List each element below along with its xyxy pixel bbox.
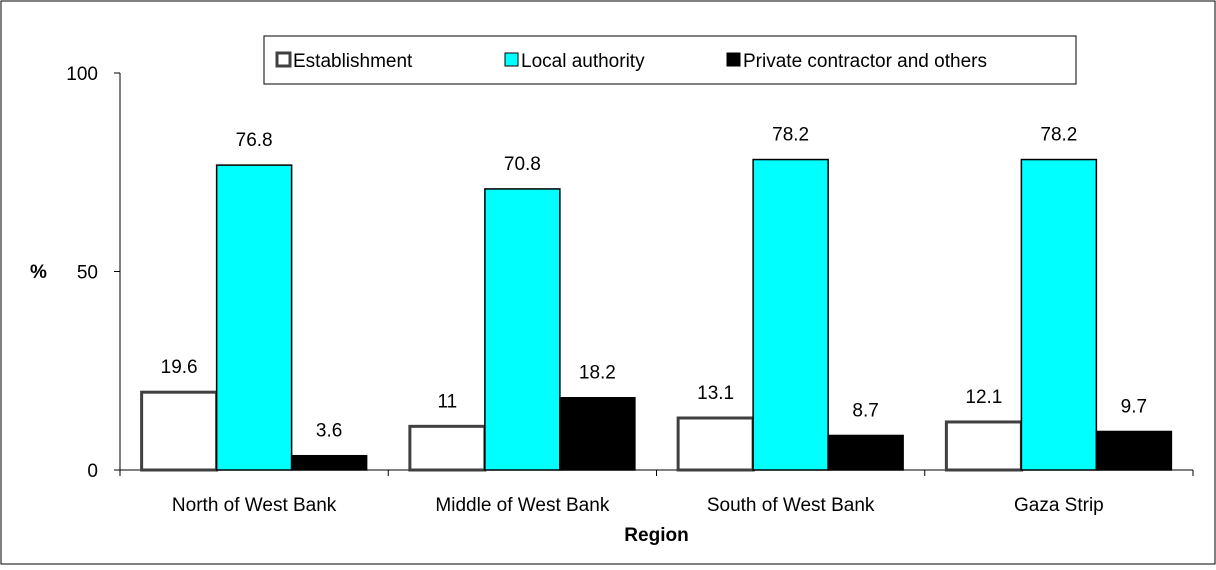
bar-local-authority xyxy=(752,158,829,471)
x-tick-label: Middle of West Bank xyxy=(435,495,609,516)
data-label: 8.7 xyxy=(852,400,878,421)
bar-establishment xyxy=(140,390,219,472)
x-axis-label: Region xyxy=(624,525,688,546)
bar-private-contractor-and-others xyxy=(559,396,636,471)
x-tick-label: Gaza Strip xyxy=(1014,495,1104,516)
data-label: 19.6 xyxy=(161,357,198,378)
data-label: 12.1 xyxy=(965,387,1002,408)
bar-establishment xyxy=(944,420,1023,472)
data-label: 13.1 xyxy=(697,383,734,404)
legend-label: Local authority xyxy=(521,51,645,72)
data-label: 11 xyxy=(438,391,458,412)
y-axis-label: % xyxy=(30,262,47,283)
data-label: 9.7 xyxy=(1121,396,1147,417)
bar-local-authority xyxy=(484,188,561,471)
legend-label: Private contractor and others xyxy=(743,51,987,72)
y-tick-label: 0 xyxy=(87,461,98,482)
legend-label: Establishment xyxy=(293,51,413,72)
y-tick-label: 100 xyxy=(66,64,98,85)
legend-swatch xyxy=(504,52,519,67)
data-label: 18.2 xyxy=(579,363,616,384)
bar-private-contractor-and-others xyxy=(827,434,904,471)
bar-private-contractor-and-others xyxy=(290,454,368,471)
legend-swatch xyxy=(726,52,741,67)
bar-local-authority xyxy=(215,164,293,471)
bar-establishment xyxy=(676,416,755,472)
data-label: 78.2 xyxy=(772,125,809,146)
data-label: 3.6 xyxy=(316,421,342,442)
x-tick-label: North of West Bank xyxy=(172,495,337,516)
x-tick-label: South of West Bank xyxy=(707,495,875,516)
legend-swatch xyxy=(275,51,292,68)
bar-local-authority xyxy=(1020,158,1098,471)
data-label: 78.2 xyxy=(1040,125,1077,146)
bar-establishment xyxy=(408,424,487,472)
data-label: 76.8 xyxy=(236,130,273,151)
legend-box xyxy=(263,35,1077,85)
bar-private-contractor-and-others xyxy=(1095,430,1173,471)
y-tick-label: 50 xyxy=(77,263,98,284)
data-label: 70.8 xyxy=(504,154,541,175)
